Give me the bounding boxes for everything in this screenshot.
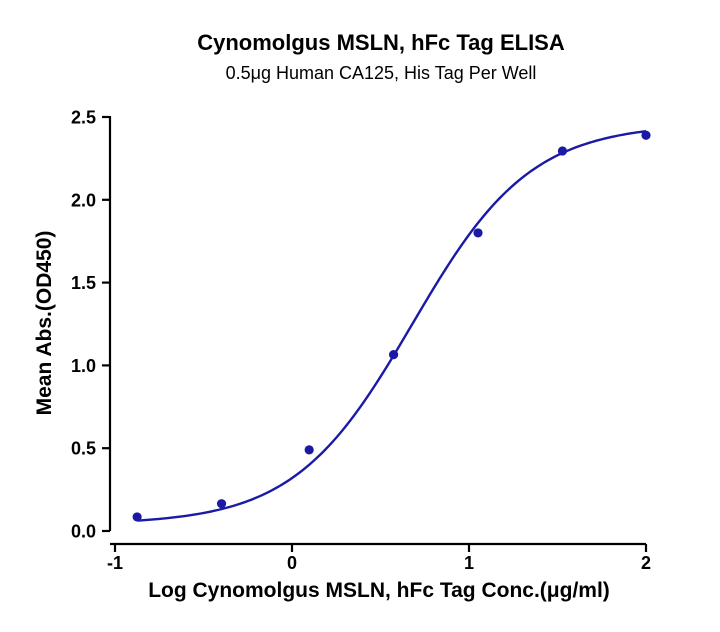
data-point: [132, 512, 142, 522]
data-point: [641, 130, 651, 140]
chart-subtitle: 0.5μg Human CA125, His Tag Per Well: [226, 63, 537, 83]
fit-curve: [137, 129, 647, 522]
y-tick-label: 0.0: [71, 522, 96, 542]
y-tick-label: 2.5: [71, 108, 96, 128]
y-tick-label: 1.5: [71, 273, 96, 293]
y-tick-label: 0.5: [71, 439, 96, 459]
data-point: [557, 146, 568, 156]
chart-title: Cynomolgus MSLN, hFc Tag ELISA: [197, 30, 565, 55]
x-axis-label: Log Cynomolgus MSLN, hFc Tag Conc.(μg/ml…: [148, 579, 610, 602]
x-ticks: -1 0 1 2: [107, 544, 651, 573]
data-point: [216, 499, 227, 509]
y-ticks: 0.0 0.5 1.0 1.5 2.0 2.5: [71, 108, 110, 542]
x-tick-label: 1: [464, 553, 474, 573]
data-point: [304, 445, 314, 455]
x-tick-label: 0: [287, 553, 297, 573]
y-tick-label: 1.0: [71, 356, 96, 376]
y-tick-label: 2.0: [71, 190, 96, 210]
fit-curve-layer: [137, 129, 647, 522]
plot-area: 0.0 0.5 1.0 1.5 2.0 2.5 -1 0 1 2: [71, 108, 651, 574]
data-point: [388, 350, 399, 360]
x-tick-label: -1: [107, 553, 123, 573]
x-tick-label: 2: [641, 553, 651, 573]
y-axis-label: Mean Abs.(OD450): [33, 231, 56, 416]
data-points-layer: [132, 130, 651, 522]
data-point: [473, 228, 483, 238]
